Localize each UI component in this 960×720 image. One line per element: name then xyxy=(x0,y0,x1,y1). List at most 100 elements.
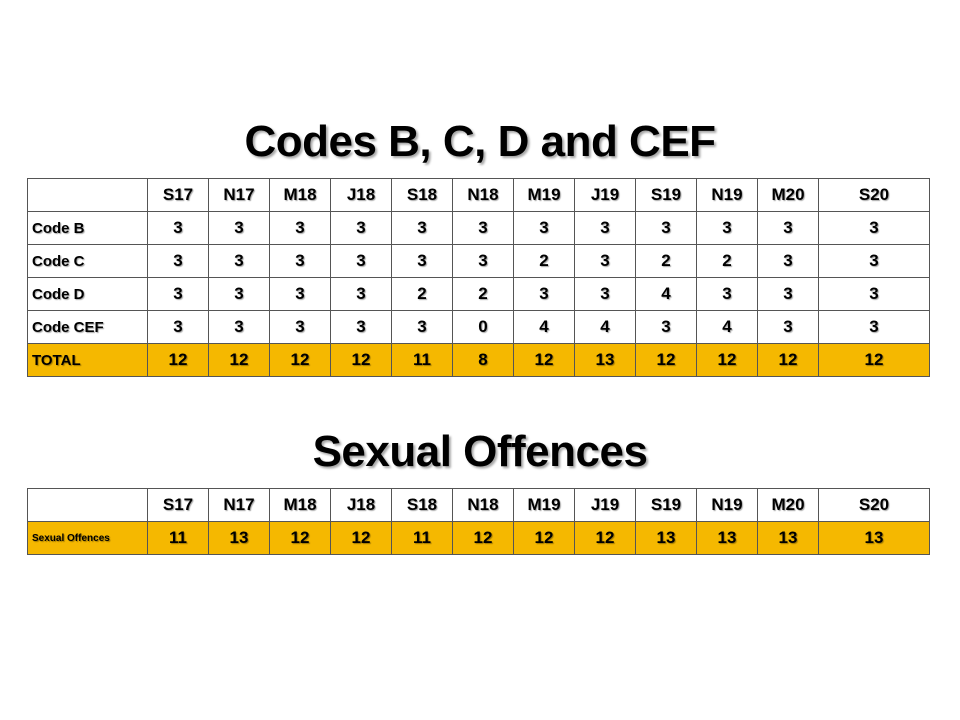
table-cell: 3 xyxy=(391,244,453,278)
table-cell: 2 xyxy=(696,244,758,278)
column-header: S17 xyxy=(147,488,209,522)
table-cell: 3 xyxy=(513,277,575,311)
table-cell: 0 xyxy=(452,310,514,344)
table-cell: 3 xyxy=(269,211,331,245)
column-header: S20 xyxy=(818,488,930,522)
table-cell: 3 xyxy=(269,310,331,344)
column-header: N17 xyxy=(208,488,270,522)
table-cell: 13 xyxy=(818,521,930,555)
column-header: M20 xyxy=(757,178,819,212)
column-header: S17 xyxy=(147,178,209,212)
table-cell: 3 xyxy=(818,211,930,245)
table-cell: 2 xyxy=(452,277,514,311)
column-header: J18 xyxy=(330,178,392,212)
table-cell: 2 xyxy=(635,244,697,278)
table-cell: 3 xyxy=(269,244,331,278)
column-header: S18 xyxy=(391,178,453,212)
table-cell: 3 xyxy=(208,244,270,278)
table-cell: 13 xyxy=(635,521,697,555)
table-cell: 3 xyxy=(818,244,930,278)
table-row: Code CEF 3 3 3 3 3 0 4 4 3 4 3 3 xyxy=(27,310,930,344)
column-header: M18 xyxy=(269,178,331,212)
table-cell: 12 xyxy=(208,343,270,377)
table-cell: 3 xyxy=(147,244,209,278)
table-cell: 3 xyxy=(330,211,392,245)
table-cell: 11 xyxy=(147,521,209,555)
column-header: M18 xyxy=(269,488,331,522)
table-cell: 12 xyxy=(818,343,930,377)
column-header: S18 xyxy=(391,488,453,522)
table-cell: 12 xyxy=(147,343,209,377)
table-cell: 3 xyxy=(330,310,392,344)
column-header: S19 xyxy=(635,488,697,522)
column-header: J19 xyxy=(574,488,636,522)
table-cell: 3 xyxy=(147,211,209,245)
table-cell: 3 xyxy=(147,310,209,344)
section-title-codes: Codes B, C, D and CEF xyxy=(244,117,716,166)
header-corner-cell xyxy=(27,178,148,212)
table-cell: 12 xyxy=(269,343,331,377)
column-header: S20 xyxy=(818,178,930,212)
column-header: J18 xyxy=(330,488,392,522)
table-cell: 13 xyxy=(208,521,270,555)
table-cell: 8 xyxy=(452,343,514,377)
table-cell: 12 xyxy=(757,343,819,377)
table-cell: 3 xyxy=(635,211,697,245)
table-cell: 3 xyxy=(574,211,636,245)
table-cell: 2 xyxy=(513,244,575,278)
column-header: M20 xyxy=(757,488,819,522)
table-cell: 3 xyxy=(696,277,758,311)
table-cell: 3 xyxy=(147,277,209,311)
table-cell: 3 xyxy=(696,211,758,245)
table-cell: 13 xyxy=(574,343,636,377)
table-header-row: S17 N17 M18 J18 S18 N18 M19 J19 S19 N19 … xyxy=(27,488,930,522)
table-cell: 3 xyxy=(818,277,930,311)
row-label: Sexual Offences xyxy=(27,521,148,555)
table-cell: 3 xyxy=(208,277,270,311)
table-cell: 4 xyxy=(574,310,636,344)
column-header: N17 xyxy=(208,178,270,212)
row-label: Code D xyxy=(27,277,148,311)
row-label: Code B xyxy=(27,211,148,245)
column-header: M19 xyxy=(513,178,575,212)
table-cell: 4 xyxy=(635,277,697,311)
table-cell: 3 xyxy=(818,310,930,344)
table-cell: 11 xyxy=(391,521,453,555)
table-cell: 3 xyxy=(574,244,636,278)
codes-table: S17 N17 M18 J18 S18 N18 M19 J19 S19 N19 … xyxy=(27,178,930,377)
table-cell: 3 xyxy=(208,310,270,344)
table-cell: 12 xyxy=(574,521,636,555)
table-cell: 3 xyxy=(391,310,453,344)
table-row: Sexual Offences 11 13 12 12 11 12 12 12 13 13 13 13 xyxy=(27,521,930,555)
table-cell: 12 xyxy=(330,343,392,377)
table-cell: 12 xyxy=(696,343,758,377)
column-header: N18 xyxy=(452,488,514,522)
column-header: N19 xyxy=(696,178,758,212)
table-cell: 3 xyxy=(635,310,697,344)
table-header-row: S17 N17 M18 J18 S18 N18 M19 J19 S19 N19 … xyxy=(27,178,930,212)
table-cell: 4 xyxy=(513,310,575,344)
table-cell: 3 xyxy=(269,277,331,311)
table-cell: 13 xyxy=(757,521,819,555)
table-cell: 12 xyxy=(513,521,575,555)
table-cell: 3 xyxy=(757,244,819,278)
table-cell: 3 xyxy=(208,211,270,245)
table-cell: 13 xyxy=(696,521,758,555)
table-cell: 3 xyxy=(757,310,819,344)
table-cell: 4 xyxy=(696,310,758,344)
table-cell: 3 xyxy=(452,211,514,245)
column-header: M19 xyxy=(513,488,575,522)
table-cell: 12 xyxy=(452,521,514,555)
column-header: J19 xyxy=(574,178,636,212)
table-cell: 3 xyxy=(391,211,453,245)
table-cell: 3 xyxy=(574,277,636,311)
row-label: Code C xyxy=(27,244,148,278)
table-cell: 3 xyxy=(513,211,575,245)
table-cell: 3 xyxy=(330,244,392,278)
sexual-offences-table: S17 N17 M18 J18 S18 N18 M19 J19 S19 N19 … xyxy=(27,488,930,555)
table-row: TOTAL 12 12 12 12 11 8 12 13 12 12 12 12 xyxy=(27,343,930,377)
section-title-sexual-offences: Sexual Offences xyxy=(312,427,648,476)
column-header: N19 xyxy=(696,488,758,522)
